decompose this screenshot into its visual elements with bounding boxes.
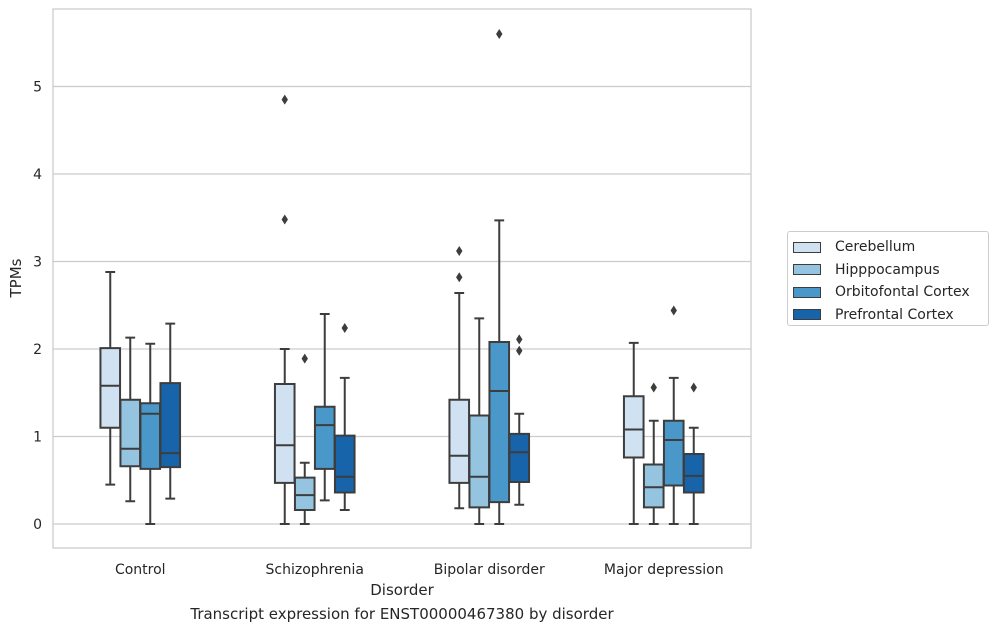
box-prefrontal-cortex-2 <box>508 334 531 506</box>
box-iqr <box>333 434 356 494</box>
y-tick-label: 2 <box>33 342 42 358</box>
y-tick-label: 3 <box>33 255 42 271</box>
y-tick-label: 4 <box>33 167 42 183</box>
legend-label: Prefrontal Cortex <box>835 306 954 323</box>
outlier-point <box>341 323 348 333</box>
box-iqr <box>159 382 182 469</box>
legend-swatch <box>793 309 821 321</box>
box-iqr <box>622 395 645 459</box>
y-tick-label: 5 <box>33 80 42 96</box>
x-tick-label: Major depression <box>604 562 724 578</box>
box-iqr <box>508 432 531 483</box>
legend: Cerebellum Hipppocampus Orbitofontal Corte… <box>787 231 989 326</box>
box-iqr <box>662 419 685 487</box>
box-orbitofontal-cortex-2 <box>488 29 511 525</box>
outlier-point <box>650 382 657 393</box>
plot-frame <box>52 8 752 549</box>
box-prefrontal-cortex-1 <box>333 323 356 511</box>
box-iqr <box>488 341 511 504</box>
outlier-point <box>301 353 308 364</box>
box-iqr <box>273 383 296 484</box>
outlier-point <box>690 382 697 393</box>
legend-item: Prefrontal Cortex <box>793 304 988 327</box>
box-hipppocampus-2 <box>468 317 491 525</box>
outlier-point <box>456 272 463 283</box>
box-iqr <box>682 453 705 494</box>
box-iqr <box>99 347 122 429</box>
box-prefrontal-cortex-0 <box>159 322 182 500</box>
box-iqr <box>468 414 491 509</box>
outlier-point <box>281 214 288 225</box>
box-hipppocampus-0 <box>119 336 142 503</box>
legend-item: Cerebellum <box>793 236 988 259</box>
box-cerebellum-2 <box>448 246 471 510</box>
box-orbitofontal-cortex-1 <box>313 313 336 502</box>
y-tick-label: 0 <box>33 517 42 533</box>
box-cerebellum-0 <box>99 271 122 486</box>
box-iqr <box>293 476 316 511</box>
box-iqr <box>448 398 471 484</box>
y-tick-labels: 0 1 2 3 4 5 <box>33 80 42 534</box>
legend-label: Orbitofontal Cortex <box>835 284 970 301</box>
x-tick-label: Bipolar disorder <box>434 562 545 578</box>
legend-label: Cerebellum <box>835 239 916 256</box>
x-tick-label: Control <box>115 562 166 578</box>
box-series <box>99 29 705 525</box>
x-tick-labels: Control Schizophrenia Bipolar disorder Majo… <box>115 562 724 578</box>
legend-swatch <box>793 264 821 276</box>
legend-item: Orbitofontal Cortex <box>793 281 988 304</box>
box-hipppocampus-1 <box>293 353 316 525</box>
outlier-point <box>456 246 463 256</box>
box-iqr <box>642 463 665 509</box>
y-axis-label: TPMs <box>7 258 25 298</box>
legend-item: Hipppocampus <box>793 259 988 282</box>
box-prefrontal-cortex-3 <box>682 382 705 525</box>
outlier-point <box>516 334 523 345</box>
x-axis-label: Disorder <box>370 581 434 599</box>
outlier-point <box>496 29 503 39</box>
box-iqr <box>119 398 142 468</box>
box-iqr <box>313 405 336 470</box>
outlier-point <box>516 345 523 356</box>
chart-caption: Transcript expression for ENST0000046738… <box>190 605 614 623</box>
y-tick-label: 1 <box>33 430 42 446</box>
outlier-point <box>670 305 677 316</box>
x-tick-label: Schizophrenia <box>266 562 364 578</box>
legend-swatch <box>793 286 821 298</box>
legend-swatch <box>793 241 821 253</box>
outlier-point <box>281 94 288 105</box>
box-cerebellum-3 <box>622 341 645 525</box>
legend-label: Hipppocampus <box>835 261 940 278</box>
box-cerebellum-1 <box>273 94 296 525</box>
